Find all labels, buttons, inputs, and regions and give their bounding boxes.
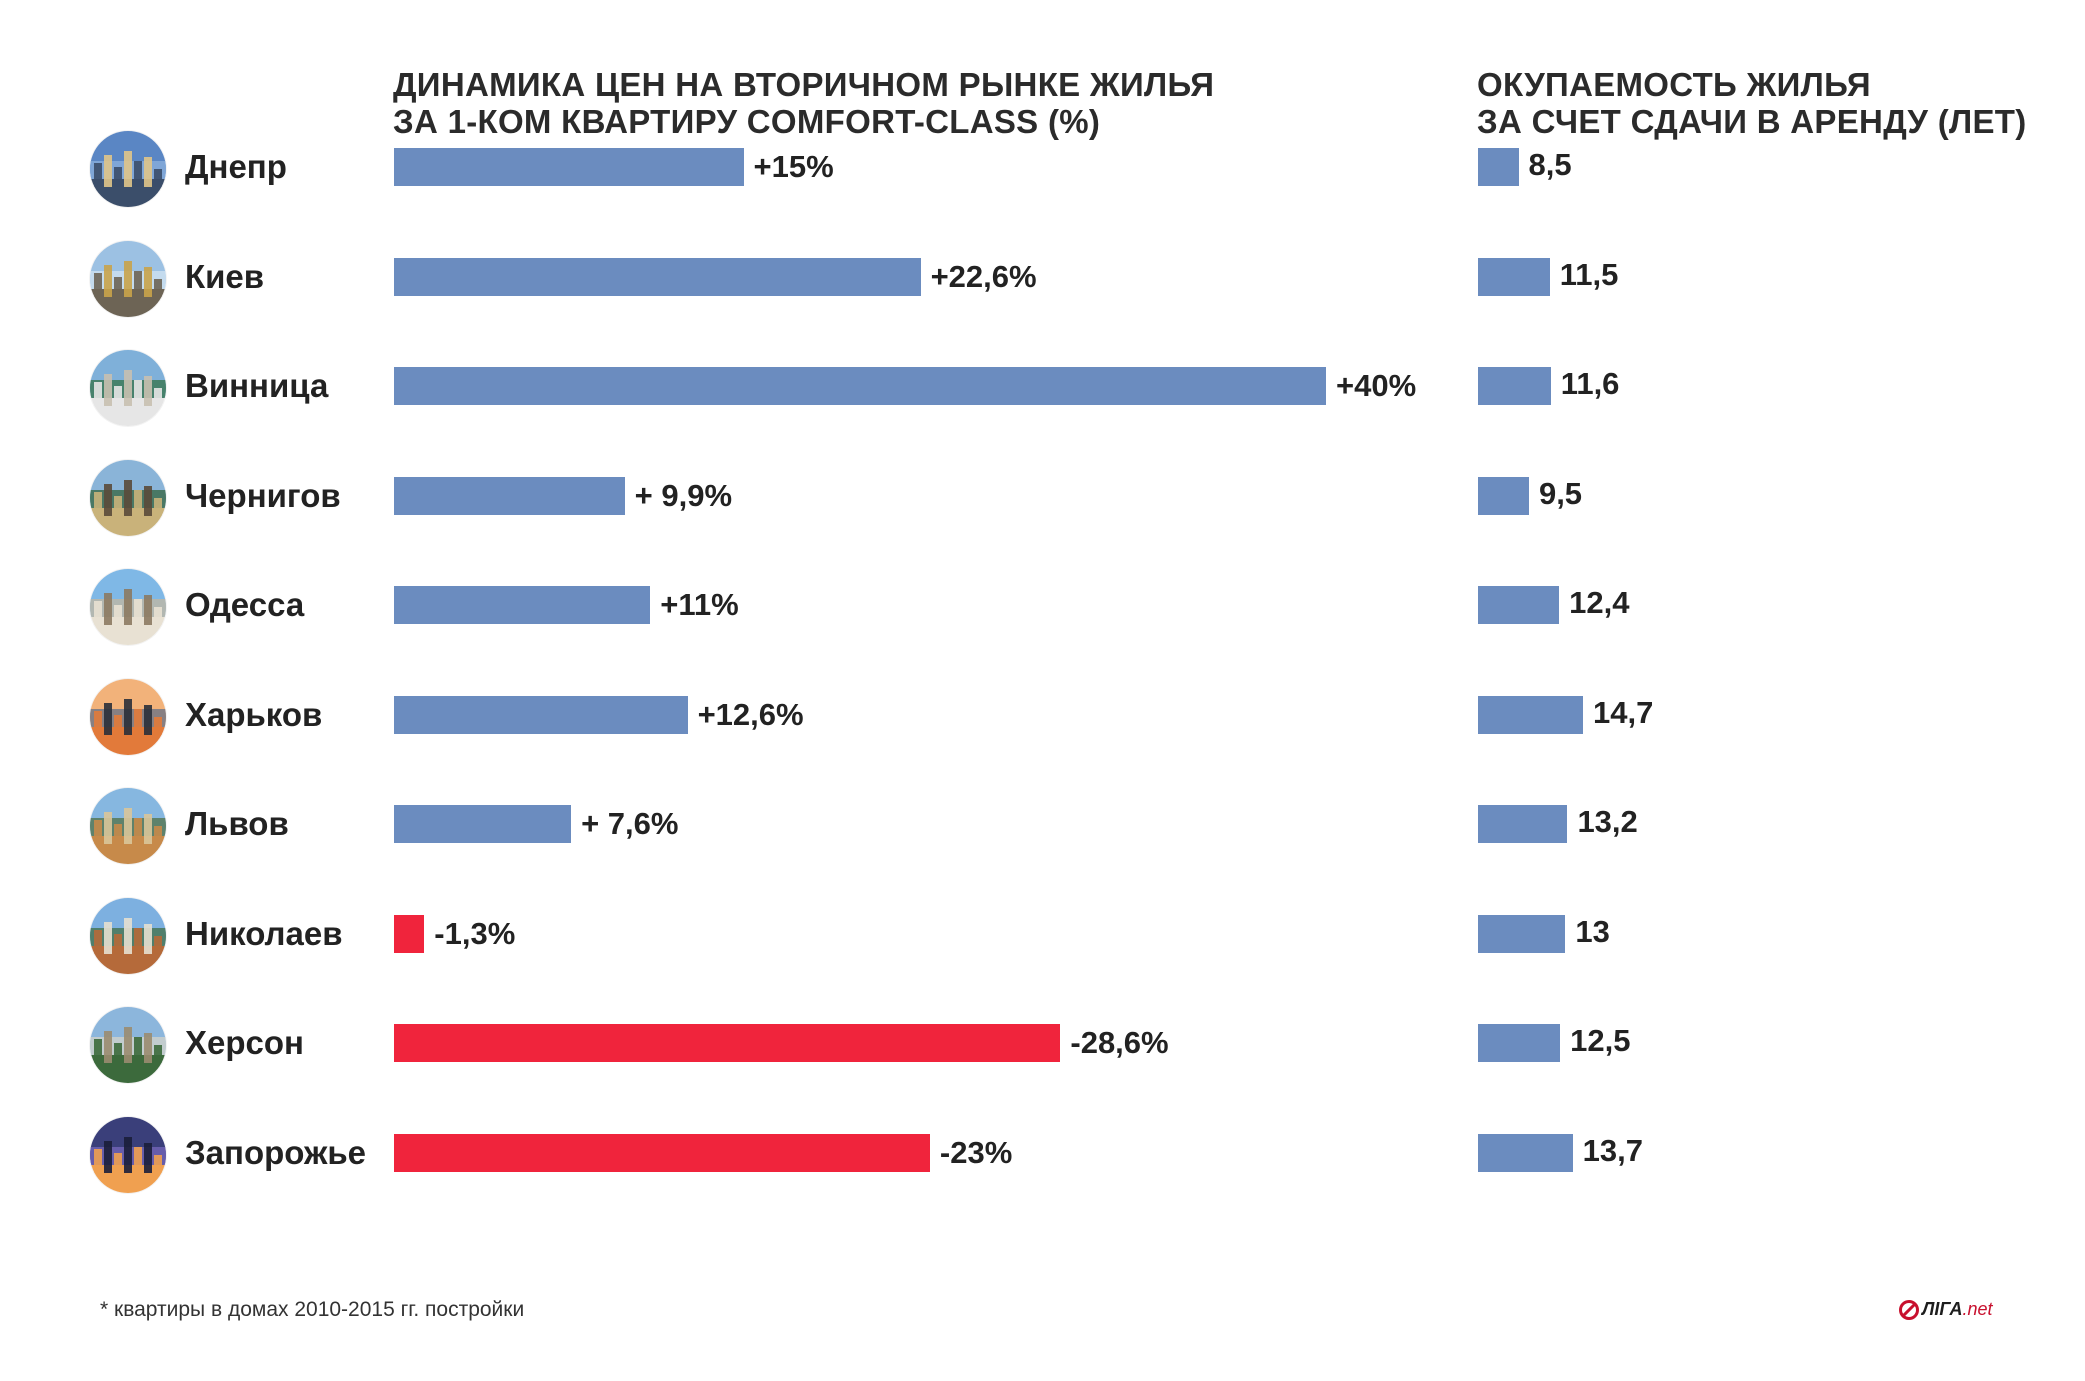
chart-row: Львов + 7,6% 13,2: [0, 787, 2085, 897]
payback-label: 13: [1575, 913, 1610, 949]
price-change-bar: [394, 148, 744, 186]
logo-name: ЛІГА: [1922, 1299, 1963, 1319]
city-photo-svg: [90, 788, 166, 864]
city-photo-svg: [90, 678, 166, 755]
payback-label: 11,6: [1560, 366, 1620, 401]
payback-bar: [1478, 367, 1551, 405]
chart-row: Чернигов + 9,9% 9,5: [0, 459, 2085, 569]
price-change-label: +12,6%: [697, 696, 804, 732]
payback-label: 12,5: [1570, 1023, 1631, 1058]
payback-bar: [1478, 1133, 1573, 1172]
payback-bar: [1478, 914, 1566, 953]
dnipro-city-photo-icon: [90, 131, 166, 207]
payback-label: 13,2: [1577, 804, 1638, 839]
chart-row: Николаев -1,3% 13: [0, 897, 2085, 1007]
city-label: Запорожье: [185, 1133, 367, 1171]
price-change-label: -23%: [939, 1134, 1013, 1170]
city-label: Одесса: [185, 586, 305, 623]
city-photo-svg: [90, 569, 166, 645]
price-change-bar: [394, 695, 688, 734]
price-change-bar: [394, 476, 625, 515]
city-label: Днепр: [185, 148, 287, 185]
price-change-label: +11%: [660, 587, 739, 622]
odesa-city-photo-icon: [90, 569, 166, 645]
payback-label: 11,5: [1559, 256, 1619, 292]
payback-bar: [1478, 805, 1568, 843]
payback-bar: [1478, 1024, 1561, 1062]
price-change-bar: [394, 586, 651, 624]
kyiv-city-photo-icon: [90, 240, 166, 317]
price-change-label: +22,6%: [930, 258, 1037, 294]
payback-title-line1: ОКУПАЕМОСТЬ ЖИЛЬЯ: [1477, 66, 1871, 103]
chart-row: Херсон -28,6% 12,5: [0, 1006, 2085, 1116]
liga-net-logo: ЛІГА.net: [1898, 1293, 2008, 1329]
zaporizhzhia-city-photo-icon: [90, 1116, 166, 1193]
chart-row: Киев +22,6% 11,5: [0, 240, 2085, 350]
price-change-bar: [394, 367, 1326, 405]
price-change-bar: [394, 805, 572, 843]
price-change-label: + 7,6%: [581, 806, 679, 841]
city-label: Николаев: [185, 914, 343, 952]
payback-label: 12,4: [1569, 585, 1630, 620]
footnote: * квартиры в домах 2010-2015 гг. построй…: [100, 1298, 525, 1321]
city-photo-svg: [90, 1116, 166, 1193]
payback-label: 13,7: [1582, 1132, 1643, 1168]
city-label: Винница: [185, 367, 329, 404]
payback-bar: [1478, 476, 1529, 515]
chart-row: Харьков +12,6% 14,7: [0, 678, 2085, 788]
price-change-label: +15%: [753, 149, 834, 184]
price-dynamics-title: ДИНАМИКА ЦЕН НА ВТОРИЧНОМ РЫНКЕ ЖИЛЬЯ ЗА…: [393, 66, 1214, 140]
payback-bar: [1478, 148, 1519, 186]
price-dynamics-title-line2: ЗА 1-КОМ КВАРТИРУ COMFORT-CLASS (%): [393, 103, 1101, 140]
payback-bar: [1478, 257, 1550, 296]
price-dynamics-title-line1: ДИНАМИКА ЦЕН НА ВТОРИЧНОМ РЫНКЕ ЖИЛЬЯ: [393, 66, 1215, 103]
city-label: Львов: [185, 805, 289, 842]
price-change-bar: [394, 1024, 1061, 1062]
city-photo-svg: [90, 240, 166, 317]
city-label: Херсон: [185, 1024, 304, 1061]
logo-text: ЛІГА.net: [1922, 1299, 1993, 1320]
city-label: Чернигов: [185, 476, 341, 514]
vinnytsia-city-photo-icon: [90, 350, 166, 426]
price-change-bar: [394, 1133, 930, 1172]
payback-label: 14,7: [1593, 694, 1654, 730]
city-photo-svg: [90, 459, 166, 536]
city-label: Киев: [185, 257, 265, 295]
chart-row: Днепр +15% 8,5: [0, 130, 2085, 240]
liga-logo-icon: [1899, 1300, 1919, 1320]
payback-bar: [1478, 586, 1560, 624]
price-change-label: -28,6%: [1070, 1025, 1169, 1060]
price-change-label: +40%: [1336, 368, 1417, 403]
city-label: Харьков: [185, 695, 323, 733]
chernihiv-city-photo-icon: [90, 459, 166, 536]
city-photo-svg: [90, 1007, 166, 1083]
payback-label: 8,5: [1528, 147, 1572, 182]
city-photo-svg: [90, 131, 166, 207]
price-change-label: -1,3%: [434, 915, 516, 951]
city-photo-svg: [90, 350, 166, 426]
payback-title-line2: ЗА СЧЕТ СДАЧИ В АРЕНДУ (ЛЕТ): [1477, 103, 2027, 140]
city-photo-svg: [90, 897, 166, 974]
price-change-bar: [394, 914, 425, 953]
kharkiv-city-photo-icon: [90, 678, 166, 755]
chart-row: Запорожье -23% 13,7: [0, 1116, 2085, 1226]
payback-bar: [1478, 695, 1584, 734]
chart-row: Винница +40% 11,6: [0, 349, 2085, 459]
kherson-city-photo-icon: [90, 1007, 166, 1083]
payback-label: 9,5: [1538, 475, 1583, 511]
price-change-bar: [394, 257, 921, 296]
payback-title: ОКУПАЕМОСТЬ ЖИЛЬЯ ЗА СЧЕТ СДАЧИ В АРЕНДУ…: [1477, 66, 2027, 140]
mykolaiv-city-photo-icon: [90, 897, 166, 974]
logo-suffix: .net: [1962, 1299, 1993, 1319]
lviv-city-photo-icon: [90, 788, 166, 864]
price-change-label: + 9,9%: [634, 477, 733, 513]
chart-row: Одесса +11% 12,4: [0, 568, 2085, 678]
